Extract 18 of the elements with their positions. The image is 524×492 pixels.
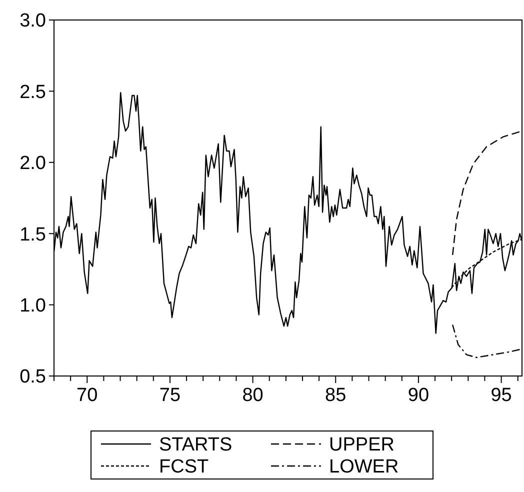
y-tick-label: 1.5 [20, 224, 46, 246]
y-tick-label: 0.5 [20, 366, 46, 388]
x-tick-label: 70 [76, 385, 98, 406]
line-series [452, 130, 522, 256]
x-tick-label: 75 [159, 385, 181, 406]
x-tick-label: 90 [408, 385, 430, 406]
x-tick-label: 80 [242, 385, 264, 406]
x-tick-label: 95 [490, 385, 512, 406]
legend-label: STARTS [159, 434, 232, 456]
y-tick-label: 3.0 [20, 10, 46, 32]
legend-label: LOWER [329, 456, 399, 478]
legend-label: FCST [159, 456, 209, 478]
y-tick-label: 1.0 [20, 295, 46, 316]
x-tick-label: 85 [325, 385, 346, 406]
line-series [452, 324, 522, 358]
legend-label: UPPER [329, 434, 394, 456]
y-tick-label: 2.0 [20, 153, 46, 174]
y-tick-label: 2.5 [20, 82, 46, 103]
